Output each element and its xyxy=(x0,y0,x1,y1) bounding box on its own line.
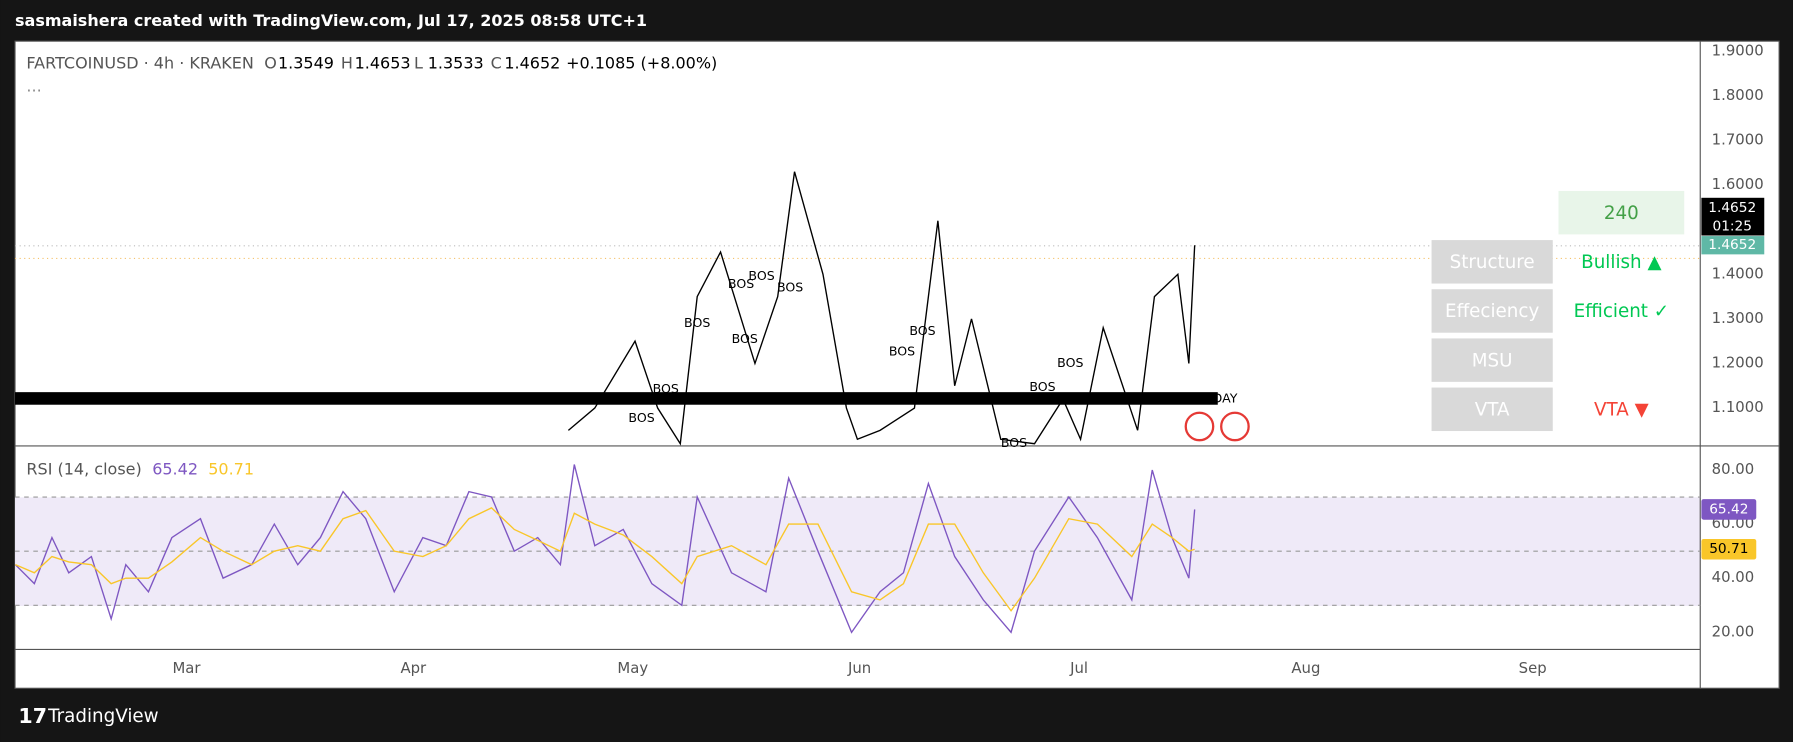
rsi-tag: 65.42 xyxy=(1709,501,1748,517)
rsi-tag-box xyxy=(1701,538,1757,560)
annotation: BOS xyxy=(889,343,915,358)
x-tick-label: Mar xyxy=(172,659,201,677)
annotation: BOS xyxy=(1001,435,1027,450)
table-value: VTA ▼ xyxy=(1594,399,1649,420)
change: +0.1085 (+8.00%) xyxy=(566,54,717,73)
plot: FARTCOINUSD · 4h · KRAKEN O 1.3549 H 1.4653 L… xyxy=(14,41,1765,677)
ohlc-key: C xyxy=(491,54,502,73)
x-tick-label: Jul xyxy=(1069,659,1088,677)
annotation: BOS xyxy=(1057,355,1083,370)
table-label: MSU xyxy=(1472,350,1513,371)
table-label-box xyxy=(1431,240,1553,284)
table-label: VTA xyxy=(1475,399,1510,420)
y-tick-label: 1.4000 xyxy=(1712,264,1764,282)
y-tick-label: 1.2000 xyxy=(1712,353,1764,371)
annotation: BOS xyxy=(1029,379,1055,394)
rsi-tag-box xyxy=(1701,499,1757,520)
rsi-legend-value: 65.42 xyxy=(152,459,198,478)
ohlc-value: 1.3549 xyxy=(278,54,334,73)
y-tick-label: 1.1000 xyxy=(1712,398,1764,416)
x-tick-label: Aug xyxy=(1291,659,1320,677)
price-tag-box xyxy=(1701,236,1765,255)
rsi-tag: 50.71 xyxy=(1709,541,1748,557)
table-value: Efficient ✓ xyxy=(1574,301,1669,322)
annotation: BOS xyxy=(748,268,774,283)
rsi-line xyxy=(15,507,1195,612)
x-tick-label: Jun xyxy=(847,659,871,677)
ohlc-value: 1.4652 xyxy=(504,54,560,73)
table-label: Effeciency xyxy=(1445,301,1539,322)
event-flag[interactable] xyxy=(1184,411,1215,442)
symbol: FARTCOINUSD · 4h · KRAKEN xyxy=(26,54,253,73)
ohlc-value: 1.3533 xyxy=(428,54,484,73)
y-tick-label: 1.6000 xyxy=(1712,175,1764,193)
timeframe: 240 xyxy=(1604,203,1639,224)
indicator-table: Structure Bullish ▲ Effeciency Efficient ✓ M… xyxy=(1431,240,1669,432)
countdown: 01:25 xyxy=(1713,218,1753,234)
table-label-box xyxy=(1431,338,1553,382)
annotation: BOS xyxy=(653,381,679,396)
table-label-box xyxy=(1431,289,1553,333)
annotation: BOS xyxy=(732,331,758,346)
ohlc-key: H xyxy=(341,54,353,73)
header-title: sasmaishera created with TradingView.com… xyxy=(15,11,647,30)
price-tag: 1.4652 xyxy=(1708,237,1756,253)
event-flag[interactable] xyxy=(1220,411,1250,442)
y-tick-label: 40.00 xyxy=(1712,568,1755,586)
timeframe-box xyxy=(1558,190,1685,235)
logo-mark: 𝟭𝟳 xyxy=(18,704,47,728)
x-tick-label: Sep xyxy=(1519,659,1547,677)
annotation: BOS xyxy=(909,323,935,338)
y-tick-label: 1.8000 xyxy=(1712,86,1764,104)
ohlc-value: 1.4653 xyxy=(355,54,411,73)
ohlc-key: L xyxy=(414,54,423,73)
y-tick-label: 1.3000 xyxy=(1712,309,1764,327)
rsi-line xyxy=(14,464,1196,634)
table-value: Bullish ▲ xyxy=(1581,252,1661,273)
annotation: 1DAY xyxy=(1205,391,1238,406)
table-label-box xyxy=(1431,387,1553,432)
last-price-box xyxy=(1701,197,1765,236)
footer-brand: TradingView xyxy=(47,706,159,727)
table-label: Structure xyxy=(1450,252,1535,273)
y-tick-label: 80.00 xyxy=(1712,460,1755,478)
label-band xyxy=(15,392,1218,405)
price-line xyxy=(567,171,1196,446)
last-price: 1.4652 xyxy=(1708,200,1756,216)
y-tick-label: 1.7000 xyxy=(1712,131,1764,149)
annotation: BOS xyxy=(628,410,654,425)
ohlc-key: O xyxy=(264,54,277,73)
more: ··· xyxy=(26,81,41,100)
y-tick-label: 1.9000 xyxy=(1712,41,1764,59)
annotation: BOS xyxy=(684,315,710,330)
annotation: BOS xyxy=(777,280,803,295)
x-tick-label: May xyxy=(617,659,648,677)
x-tick-label: Apr xyxy=(400,659,427,677)
rsi-legend-value: 50.71 xyxy=(208,459,254,478)
y-tick-label: 20.00 xyxy=(1712,622,1755,640)
rsi-title: RSI (14, close) xyxy=(26,459,141,478)
annotation: BOS xyxy=(728,276,754,291)
